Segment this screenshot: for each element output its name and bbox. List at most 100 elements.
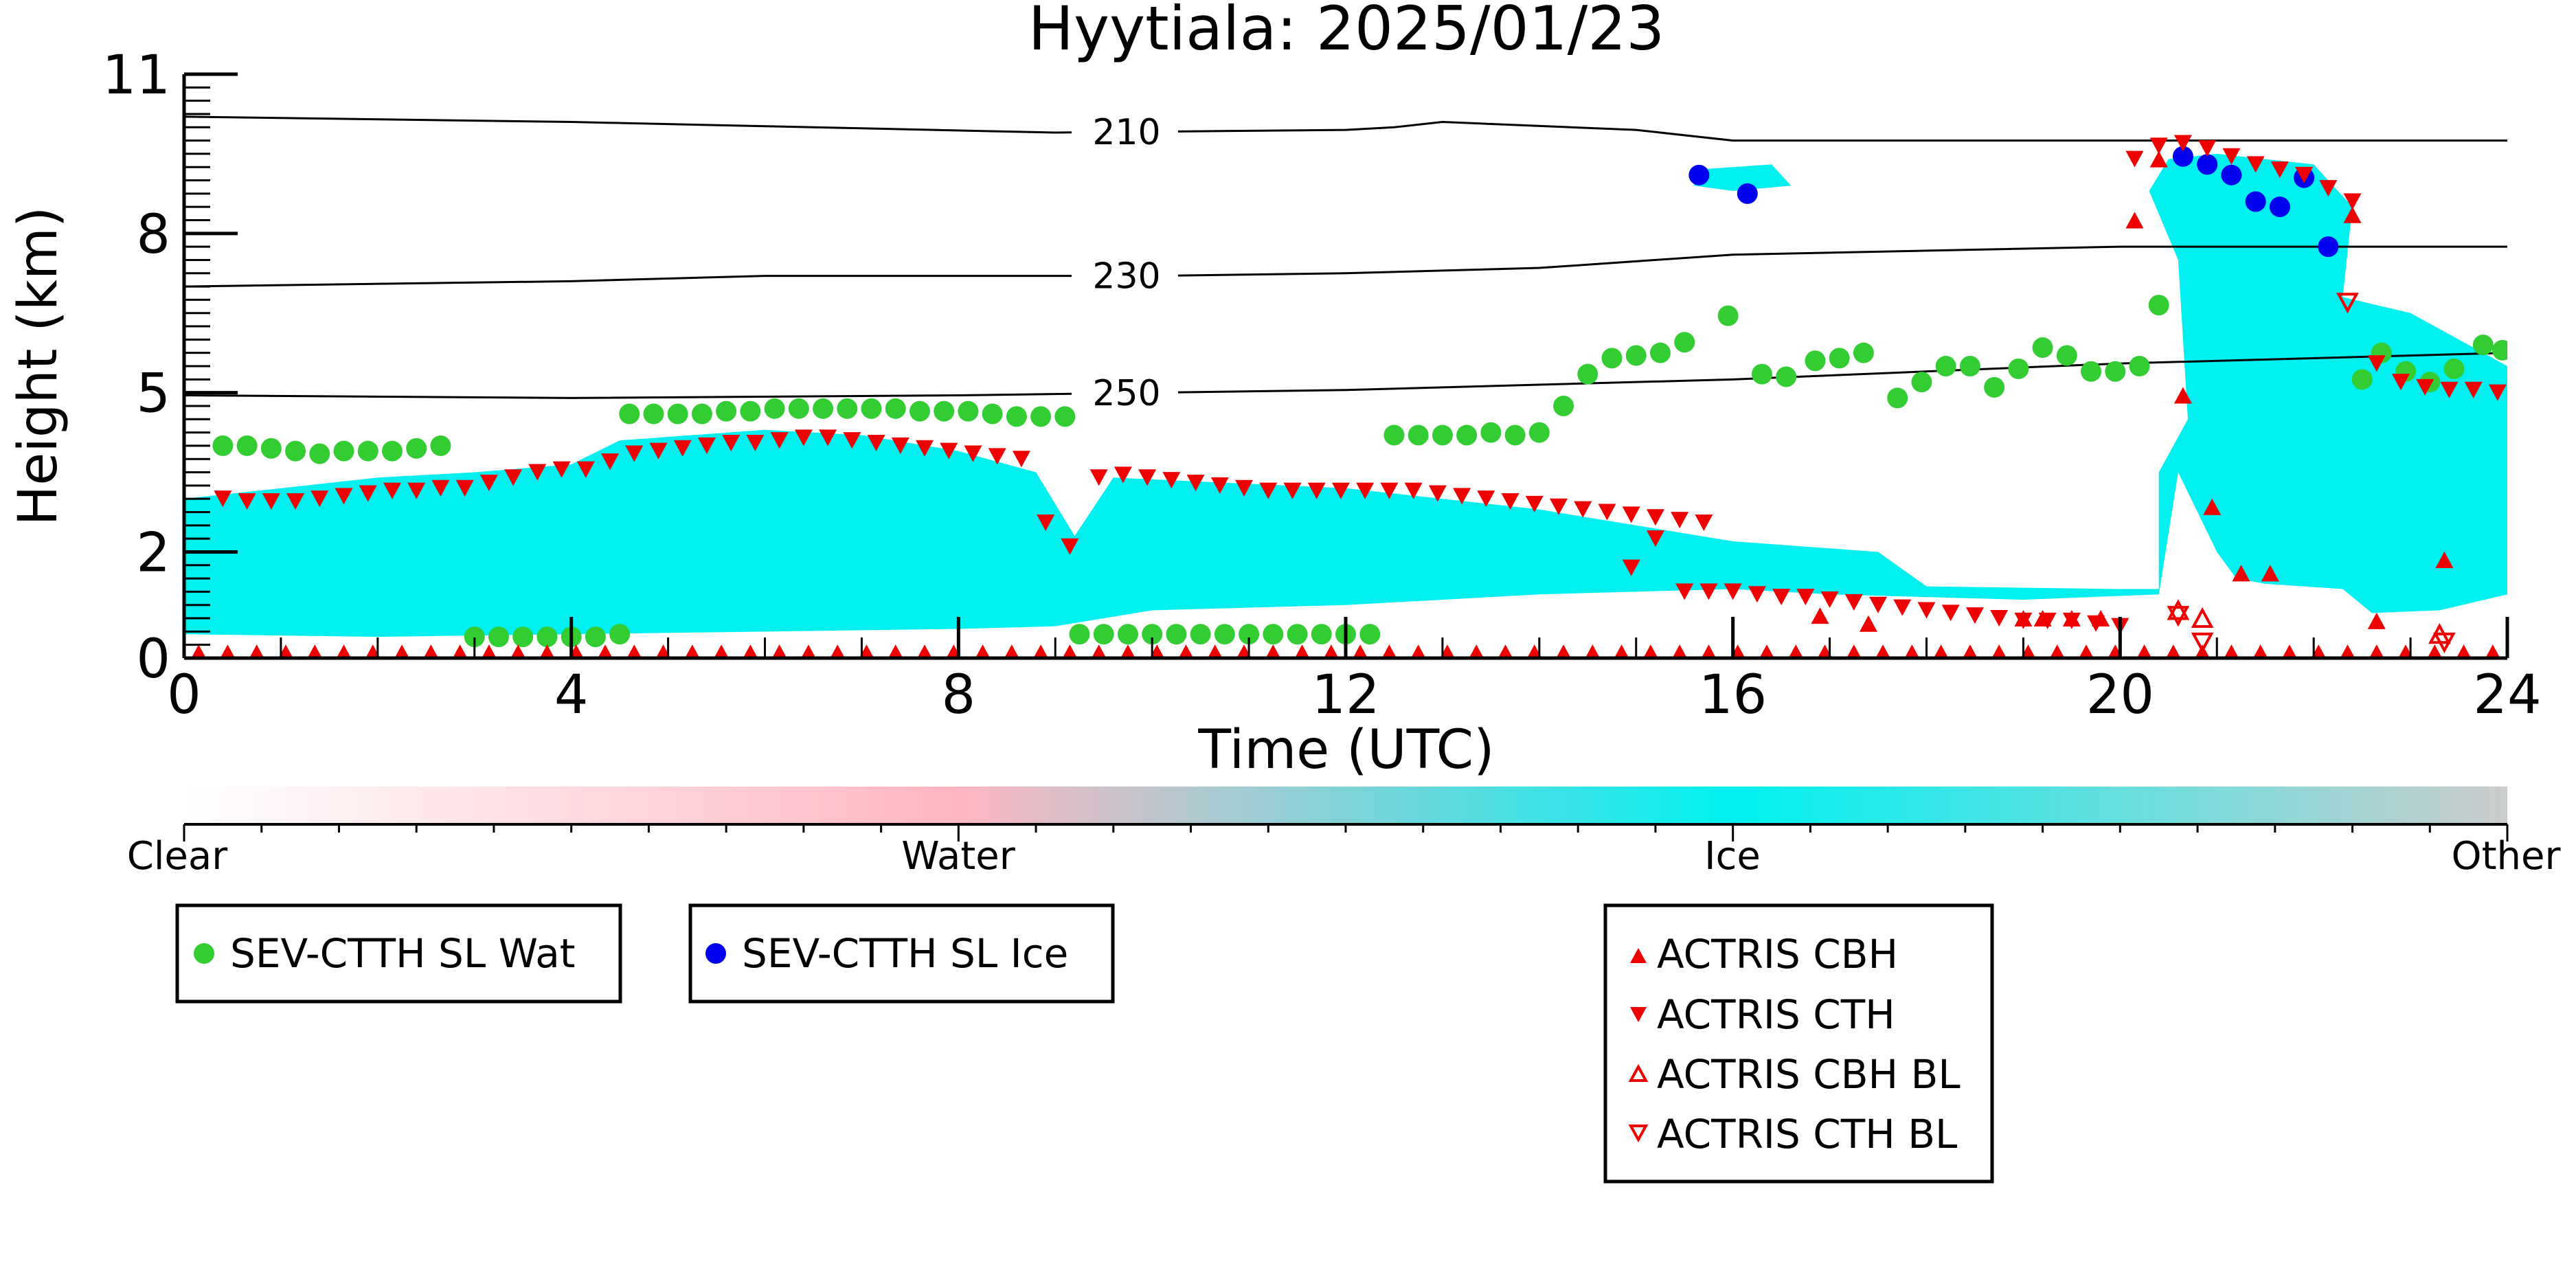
point-actris-cbh — [1875, 644, 1890, 658]
point-sev-ctth-sl-wat — [2492, 339, 2507, 361]
point-sev-ctth-sl-wat — [1311, 624, 1332, 645]
point-sev-ctth-sl-wat — [1751, 363, 1772, 385]
point-sev-ctth-sl-wat — [1069, 624, 1090, 645]
point-actris-cth — [528, 464, 547, 481]
point-actris-cth — [479, 475, 498, 491]
contour-label-210: 210 — [1092, 112, 1160, 153]
legend-marker-cth — [1630, 1007, 1647, 1022]
point-actris-cbh — [2282, 644, 2297, 658]
point-actris-cbh — [2125, 212, 2144, 229]
point-sev-ctth-sl-wat — [1504, 425, 1526, 446]
point-actris-cth — [1646, 530, 1664, 547]
point-actris-cbh — [2485, 644, 2500, 658]
point-actris-cbh — [2369, 644, 2384, 658]
point-actris-cth — [891, 437, 909, 454]
point-actris-cbh — [1643, 644, 1658, 658]
colorbar-ticks — [183, 824, 2509, 841]
x-tick-label: 16 — [1699, 664, 1767, 726]
point-actris-cbh — [220, 644, 236, 658]
point-actris-cth — [335, 488, 353, 505]
contour-label-230: 230 — [1092, 256, 1160, 297]
cloud-region-ice — [184, 153, 2507, 637]
point-actris-cth — [794, 429, 813, 447]
point-actris-cth — [1695, 514, 1713, 531]
point-actris-cth — [1138, 469, 1157, 486]
point-sev-ctth-sl-wat — [1553, 395, 1574, 416]
colorbar-label-other: Other — [2451, 834, 2561, 879]
point-sev-ctth-sl-wat — [2008, 358, 2029, 379]
point-actris-cth — [2014, 612, 2033, 629]
point-actris-cbh — [2311, 644, 2326, 658]
point-actris-cbh — [2252, 644, 2268, 658]
point-actris-cbh — [975, 644, 991, 658]
temperature-contours — [184, 115, 2507, 399]
point-sev-ctth-sl-ice — [2221, 164, 2242, 185]
point-actris-cth — [2270, 161, 2289, 179]
point-actris-cbh — [1527, 644, 1542, 658]
point-actris-cbh — [539, 644, 555, 658]
point-actris-cth — [1525, 495, 1544, 512]
legend-label-cth: ACTRIS CTH — [1657, 991, 1895, 1038]
point-actris-cth — [1990, 610, 2009, 627]
point-sev-ctth-sl-ice — [2269, 196, 2290, 218]
point-actris-cth — [2367, 355, 2386, 372]
point-sev-ctth-sl-ice — [2197, 154, 2218, 175]
point-actris-cth — [2198, 140, 2217, 157]
point-sev-ctth-sl-wat — [260, 438, 282, 459]
y-tick-label: 0 — [136, 629, 170, 690]
point-actris-cth — [673, 440, 692, 457]
point-sev-ctth-sl-wat — [1674, 332, 1695, 353]
x-tick-label: 24 — [2473, 664, 2541, 726]
point-actris-cth — [1283, 482, 1302, 499]
y-tick-label: 8 — [136, 204, 170, 266]
point-sev-ctth-sl-ice — [2245, 191, 2266, 212]
point-sev-ctth-sl-wat — [740, 400, 761, 422]
point-actris-cbh — [714, 644, 729, 658]
point-sev-ctth-sl-wat — [1853, 342, 1874, 363]
point-sev-ctth-sl-wat — [464, 626, 485, 648]
point-actris-cth — [1844, 594, 1863, 611]
chart-title: Hyytiala: 2025/01/23 — [1028, 0, 1664, 64]
point-sev-ctth-sl-wat — [1432, 425, 1453, 446]
point-actris-cbh — [1991, 644, 2007, 658]
legend-marker-cth-bl — [1628, 1125, 1649, 1143]
point-sev-ctth-sl-wat — [1601, 348, 1623, 369]
point-actris-cbh — [1120, 644, 1136, 658]
point-sev-ctth-sl-wat — [1776, 366, 1797, 387]
point-actris-cbh — [2166, 644, 2181, 658]
x-axis-label: Time (UTC) — [1197, 719, 1494, 781]
point-sev-ctth-sl-wat — [1935, 356, 1956, 376]
point-sev-ctth-sl-wat — [1805, 350, 1826, 372]
point-actris-cth — [1380, 482, 1399, 499]
legend-label-sev-wat: SEV-CTTH SL Wat — [230, 930, 576, 977]
legend-actris: ACTRIS CBH ACTRIS CTH ACTRIS CBH BL ACTR… — [1603, 903, 1994, 1184]
x-tick-label: 0 — [167, 664, 201, 726]
point-actris-cbh — [423, 644, 439, 658]
point-actris-cbh — [510, 644, 526, 658]
point-actris-cth — [746, 435, 765, 452]
point-actris-cbh — [1904, 644, 1920, 658]
point-actris-cth — [286, 493, 305, 510]
point-actris-cbh — [2343, 206, 2362, 223]
point-actris-cbh — [2398, 644, 2413, 658]
data-series-layer — [191, 135, 2507, 658]
point-sev-ctth-sl-wat — [1649, 342, 1671, 363]
point-actris-cth — [964, 445, 982, 462]
point-actris-cbh — [1004, 644, 1019, 658]
point-actris-cth — [455, 479, 474, 497]
point-actris-cth — [1114, 466, 1132, 484]
point-actris-cbh — [685, 644, 700, 658]
legend-sev-wat: SEV-CTTH SL Wat — [175, 903, 622, 1004]
point-actris-cbh — [1933, 644, 1949, 658]
point-sev-ctth-sl-wat — [1117, 624, 1138, 645]
point-actris-cbh — [2173, 387, 2192, 404]
point-actris-cbh — [626, 644, 642, 658]
point-sev-ctth-sl-wat — [1214, 624, 1235, 645]
point-actris-cth — [2391, 374, 2410, 391]
colorbar-label-water: Water — [901, 834, 1016, 879]
point-actris-cbh — [249, 644, 264, 658]
point-actris-cbh — [482, 644, 497, 658]
point-sev-ctth-sl-wat — [1239, 624, 1260, 645]
contour-line-210 — [184, 115, 1072, 134]
